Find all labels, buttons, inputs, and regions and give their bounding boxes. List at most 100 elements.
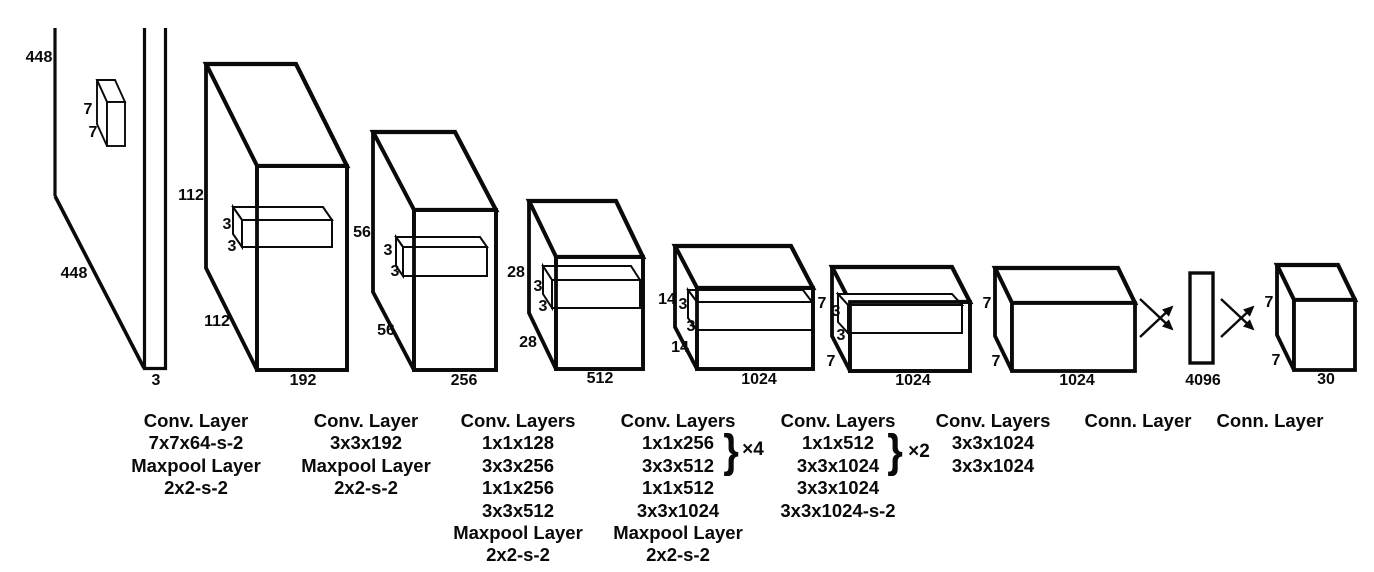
caption-line: 1x1x256 (641, 432, 715, 454)
kernel-3x3 (394, 233, 489, 280)
b2-bottom-label: 112 (204, 313, 230, 330)
caption-line: 2x2-s-2 (164, 477, 228, 499)
repeat-brace-2x: } (887, 426, 903, 477)
box-front-edge-overlay (554, 255, 645, 371)
input-height-label: 448 (25, 49, 53, 66)
conv-block-14 (671, 243, 817, 371)
caption-line: Conv. Layers (620, 410, 736, 431)
kernel-front-face (847, 304, 963, 334)
conv-block-7b (991, 265, 1139, 373)
caption-line: 1x1x256 (481, 477, 555, 499)
repeat-count-4x: ×4 (742, 439, 764, 460)
kernel-7x7 (95, 79, 127, 147)
caption-line: 2x2-s-2 (646, 544, 710, 566)
b2-depth-label: 192 (289, 372, 317, 389)
b6-depth-label: 1024 (895, 372, 931, 389)
b7-side-label: 7 (982, 295, 992, 312)
b3-side-label: 56 (353, 224, 371, 241)
caption-block-3: Conv. Layers 1x1x128 3x3x256 1x1x256 3x3… (453, 410, 583, 567)
caption-line: 2x2-s-2 (334, 477, 398, 499)
box-front-face (1010, 301, 1137, 373)
box-front-face (412, 208, 498, 372)
b6-kernel-w-label: 3 (836, 327, 846, 344)
kernel-3x3 (231, 203, 334, 251)
b4-kernel-w-label: 3 (538, 298, 548, 315)
caption-block-1: Conv. Layer 7x7x64-s-2 Maxpool Layer 2x2… (131, 410, 261, 500)
repeat-count-2x: ×2 (908, 441, 930, 462)
caption-block-7: Conn. Layer (1085, 410, 1192, 432)
caption-line: Conv. Layer (313, 410, 419, 431)
conv-block-56 (369, 129, 500, 372)
repeat-brace-4x: } (723, 426, 739, 477)
arrow-down-right (1139, 298, 1174, 331)
b5-kernel-h-label: 3 (678, 296, 688, 313)
caption-line: Conv. Layers (935, 410, 1051, 431)
box-front-edge-overlay (848, 300, 972, 373)
caption-line: Maxpool Layer (131, 454, 261, 476)
b6-side-label: 7 (817, 295, 827, 312)
caption-line: 3x3x192 (329, 432, 403, 454)
b4-depth-label: 512 (586, 370, 614, 387)
b5-bottom-label: 14 (671, 339, 689, 356)
caption-line: 3x3x1024 (796, 454, 880, 476)
caption-line: 3x3x1024 (796, 477, 880, 499)
caption-line: 3x3x512 (481, 499, 555, 521)
plane-depth-slab (142, 28, 168, 371)
caption-line: Conv. Layers (780, 410, 896, 431)
b3-bottom-label: 56 (377, 322, 395, 339)
out-bottom-label: 7 (1271, 352, 1281, 369)
caption-line: 1x1x512 (801, 432, 875, 454)
caption-line: 3x3x1024 (951, 432, 1035, 454)
b7-depth-label: 1024 (1059, 372, 1095, 389)
caption-block-8: Conn. Layer (1217, 410, 1324, 432)
box-front-edge-overlay (695, 286, 815, 371)
caption-line: 3x3x1024-s-2 (780, 499, 896, 521)
conv-block-7a (828, 264, 974, 373)
b5-kernel-w-label: 3 (686, 318, 696, 335)
caption-line: Conv. Layer (143, 410, 249, 431)
fully-connected-arrows-2 (1220, 298, 1255, 338)
input-image-plane (53, 28, 168, 371)
caption-line: Conn. Layer (1216, 410, 1324, 431)
caption-line: Maxpool Layer (453, 522, 583, 544)
arrow-down-right (1220, 298, 1255, 331)
out-side-label: 7 (1264, 294, 1274, 311)
fc-size-label: 4096 (1185, 372, 1221, 389)
kernel-top-face (231, 206, 334, 221)
kernel-3x3 (835, 291, 965, 336)
caption-line: 3x3x256 (481, 454, 555, 476)
kernel-front-face (551, 279, 641, 309)
input-width-label: 448 (60, 265, 88, 282)
kernel-3x3 (541, 262, 642, 312)
caption-line: Conv. Layers (460, 410, 576, 431)
caption-line: Conn. Layer (1084, 410, 1192, 431)
kernel-top-face (686, 289, 814, 303)
b4-kernel-h-label: 3 (533, 278, 543, 295)
box-front-face (1292, 298, 1357, 372)
box-front-edge-overlay (255, 164, 349, 372)
input-kernel-h-label: 7 (83, 101, 93, 118)
conv-block-112 (202, 61, 351, 372)
fc-vector-4096 (1188, 271, 1215, 365)
caption-block-2: Conv. Layer 3x3x192 Maxpool Layer 2x2-s-… (301, 410, 431, 500)
box-front-face (255, 164, 349, 372)
b2-kernel-w-label: 3 (227, 238, 237, 255)
b2-kernel-h-label: 3 (222, 216, 232, 233)
b4-bottom-label: 28 (519, 334, 537, 351)
kernel-front-face (696, 301, 813, 331)
output-tensor-cube (1273, 262, 1359, 372)
b5-side-label: 14 (658, 291, 676, 308)
caption-block-5: Conv. Layers 1x1x512 3x3x1024 3x3x1024 3… (780, 410, 895, 522)
b3-depth-label: 256 (450, 372, 478, 389)
out-depth-label: 30 (1317, 371, 1335, 388)
b3-kernel-h-label: 3 (383, 242, 393, 259)
input-depth-label: 3 (151, 372, 161, 389)
caption-line: 2x2-s-2 (486, 544, 550, 566)
b6-bottom-label: 7 (826, 353, 836, 370)
box-top-face (991, 265, 1139, 306)
kernel-3x3 (686, 287, 814, 333)
kernel-front-face (402, 246, 488, 277)
caption-line: 3x3x1024 (951, 454, 1035, 476)
caption-block-6: Conv. Layers 3x3x1024 3x3x1024 (936, 410, 1051, 477)
